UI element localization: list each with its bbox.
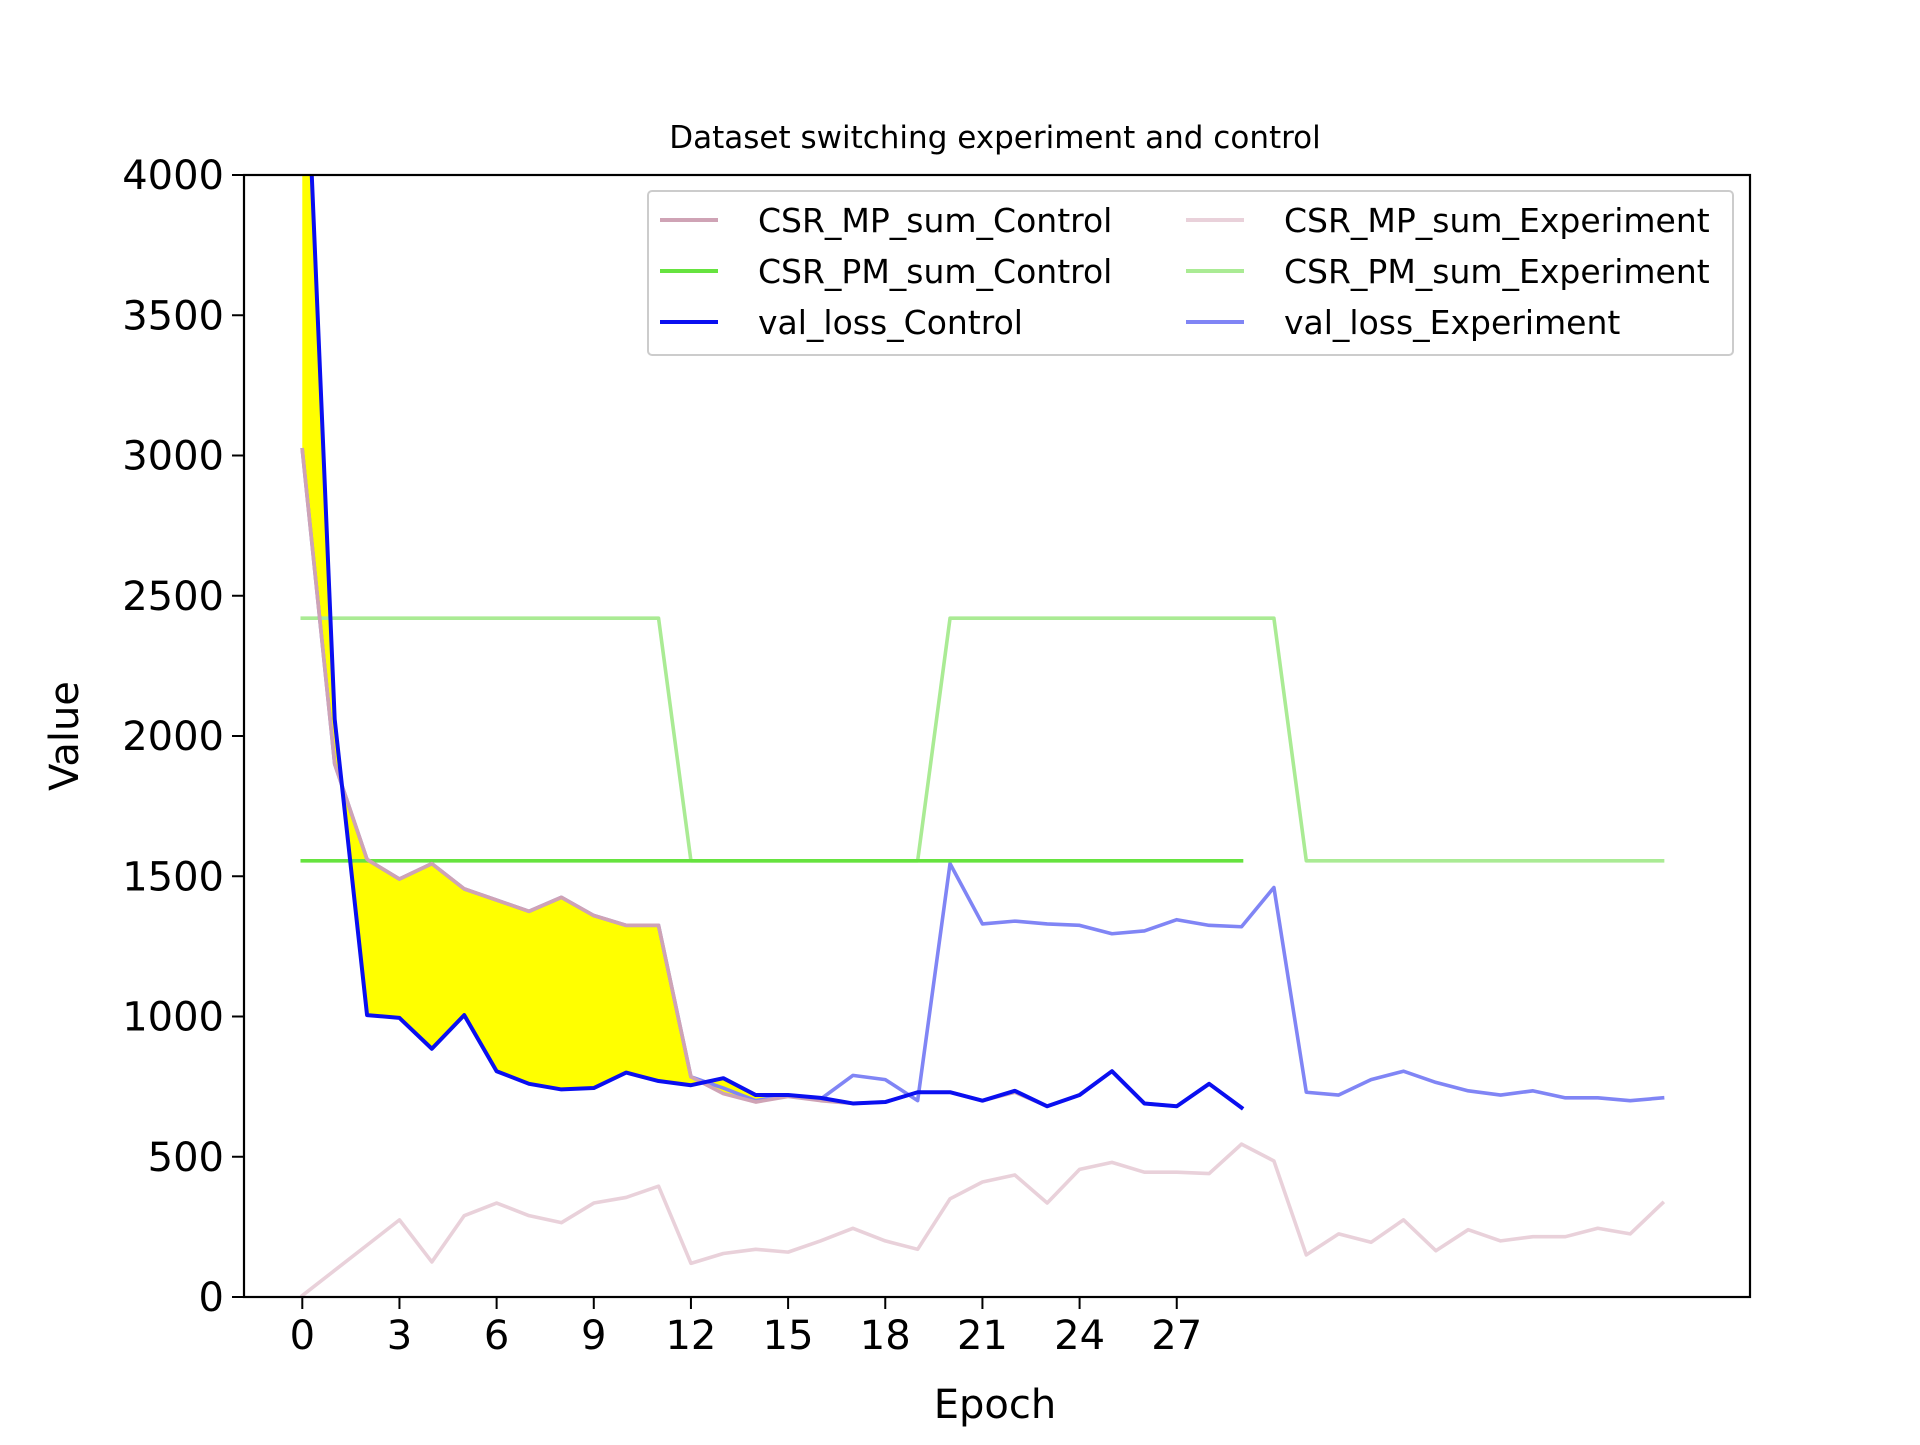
y-axis: 0 500 1000 1500 2000 2500 3000 3500 4000 xyxy=(122,153,244,1321)
x-tick-label: 0 xyxy=(290,1313,315,1359)
legend-label-val-loss-control: val_loss_Control xyxy=(758,303,1023,342)
x-axis-label: Epoch xyxy=(934,1382,1056,1428)
x-tick-label: 12 xyxy=(665,1313,716,1359)
fill-between-layer xyxy=(302,175,1242,1108)
y-tick-label: 3000 xyxy=(122,434,224,480)
y-tick-label: 4000 xyxy=(122,153,224,199)
x-tick-label: 27 xyxy=(1151,1313,1202,1359)
legend-label-csr-mp-sum-experiment: CSR_MP_sum_Experiment xyxy=(1284,201,1710,240)
x-tick-label: 3 xyxy=(387,1313,412,1359)
x-tick-label: 6 xyxy=(484,1313,509,1359)
chart-title: Dataset switching experiment and control xyxy=(669,120,1321,156)
series-line-csr-mp-sum-experiment xyxy=(299,1142,1666,1297)
x-tick-label: 15 xyxy=(763,1313,814,1359)
series-line-csr-pm-sum-experiment xyxy=(300,616,1665,863)
y-tick-label: 500 xyxy=(148,1135,224,1181)
y-tick-label: 2000 xyxy=(122,714,224,760)
fill-between-area xyxy=(302,175,1242,1108)
y-tick-label: 1500 xyxy=(122,854,224,900)
y-tick-label: 0 xyxy=(199,1275,224,1321)
y-axis-label: Value xyxy=(42,681,88,791)
series-line-val-loss-control xyxy=(309,175,1245,1111)
legend-label-csr-pm-sum-control: CSR_PM_sum_Control xyxy=(758,252,1112,291)
legend: CSR_MP_sum_Control CSR_PM_sum_Control val_… xyxy=(647,190,1734,356)
y-tick-label: 2500 xyxy=(122,574,224,620)
legend-label-csr-mp-sum-control: CSR_MP_sum_Control xyxy=(758,201,1112,240)
x-axis: 0 3 6 9 12 15 18 21 24 27 xyxy=(290,1297,1202,1359)
x-tick-label: 9 xyxy=(581,1313,606,1359)
series-layer xyxy=(299,175,1666,1297)
y-tick-label: 1000 xyxy=(122,995,224,1041)
x-tick-label: 18 xyxy=(860,1313,911,1359)
legend-label-val-loss-experiment: val_loss_Experiment xyxy=(1284,303,1620,342)
legend-label-csr-pm-sum-experiment: CSR_PM_sum_Experiment xyxy=(1284,252,1710,291)
y-tick-label: 3500 xyxy=(122,293,224,339)
x-tick-label: 21 xyxy=(957,1313,1008,1359)
x-tick-label: 24 xyxy=(1054,1313,1105,1359)
